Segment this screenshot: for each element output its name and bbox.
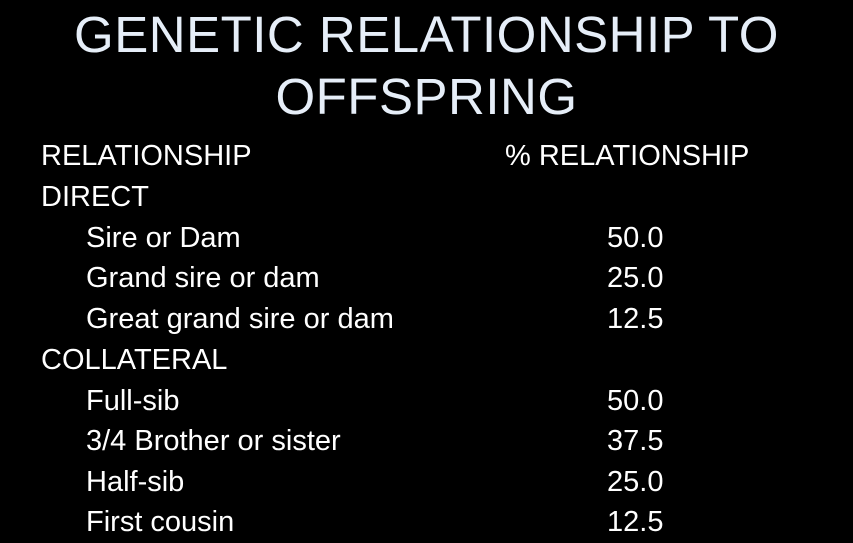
table-row: 3/4 Brother or sister 37.5 — [0, 421, 853, 461]
relationship-percent: 12.5 — [607, 303, 664, 335]
relationship-label: First cousin — [86, 506, 235, 538]
relationship-label: Half-sib — [86, 466, 185, 498]
table-row: Great grand sire or dam 12.5 — [0, 299, 853, 339]
title-line-1: GENETIC RELATIONSHIP TO — [74, 6, 779, 63]
relationship-label: 3/4 Brother or sister — [86, 425, 341, 457]
relationship-percent: 25.0 — [607, 466, 664, 498]
relationship-percent: 50.0 — [607, 385, 664, 417]
title-line-2: OFFSPRING — [275, 68, 578, 125]
table-row: Sire or Dam 50.0 — [0, 218, 853, 258]
group-heading-direct: DIRECT — [0, 177, 853, 217]
group-heading: COLLATERAL — [41, 344, 228, 376]
relationship-label: Full-sib — [86, 385, 180, 417]
relationship-label: Grand sire or dam — [86, 262, 320, 294]
relationship-percent: 12.5 — [607, 506, 664, 538]
header-relationship: RELATIONSHIP — [41, 140, 252, 172]
header-percent: % RELATIONSHIP — [505, 140, 750, 172]
group-heading-collateral: COLLATERAL — [0, 340, 853, 380]
relationship-percent: 37.5 — [607, 425, 664, 457]
group-heading: DIRECT — [41, 181, 149, 213]
relationship-percent: 25.0 — [607, 262, 664, 294]
relationship-label: Great grand sire or dam — [86, 303, 394, 335]
table-row: Half-sib 25.0 — [0, 462, 853, 502]
relationship-percent: 50.0 — [607, 222, 664, 254]
relationship-label: Sire or Dam — [86, 222, 241, 254]
table-header-row: RELATIONSHIP % RELATIONSHIP — [0, 136, 853, 176]
slide-title: GENETIC RELATIONSHIP TO OFFSPRING — [0, 4, 853, 128]
table-row: Full-sib 50.0 — [0, 381, 853, 421]
table-row: First cousin 12.5 — [0, 502, 853, 542]
table-row: Grand sire or dam 25.0 — [0, 258, 853, 298]
